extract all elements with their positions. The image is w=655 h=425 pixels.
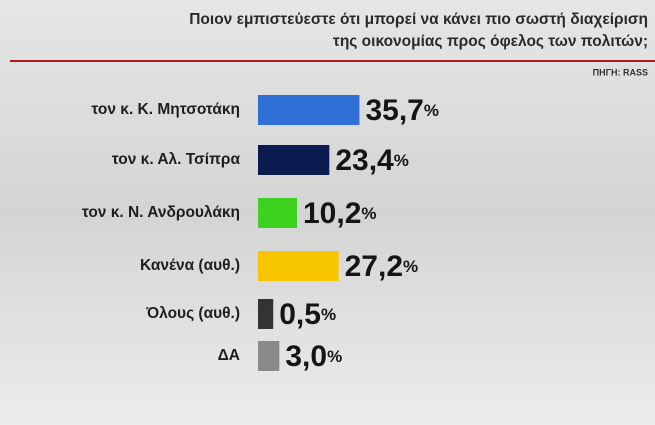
category-label: τον κ. Κ. Μητσοτάκη bbox=[91, 101, 240, 118]
chart-title: Ποιον εμπιστεύεστε ότι μπορεί να κάνει π… bbox=[189, 11, 648, 28]
category-label: τον κ. Αλ. Τσίπρα bbox=[112, 151, 241, 168]
bar bbox=[258, 299, 274, 329]
bar bbox=[258, 198, 297, 228]
bar bbox=[258, 341, 280, 371]
bar bbox=[258, 145, 330, 175]
category-label: ΔΑ bbox=[218, 347, 240, 364]
value-label: 0,5% bbox=[279, 298, 336, 331]
value-label: 10,2% bbox=[303, 197, 377, 230]
value-label: 23,4% bbox=[335, 144, 409, 177]
value-label: 27,2% bbox=[345, 250, 419, 283]
value-label: 3,0% bbox=[285, 340, 342, 373]
chart-title: της οικονομίας προς όφελος των πολιτών; bbox=[333, 33, 648, 50]
bar bbox=[258, 251, 339, 281]
value-label: 35,7% bbox=[365, 94, 439, 127]
category-label: Όλους (αυθ.) bbox=[145, 305, 240, 322]
category-label: τον κ. Ν. Ανδρουλάκη bbox=[82, 204, 240, 221]
category-label: Κανένα (αυθ.) bbox=[140, 257, 240, 274]
bar bbox=[258, 95, 360, 125]
source: ΠΗΓΗ: RASS bbox=[593, 67, 648, 77]
